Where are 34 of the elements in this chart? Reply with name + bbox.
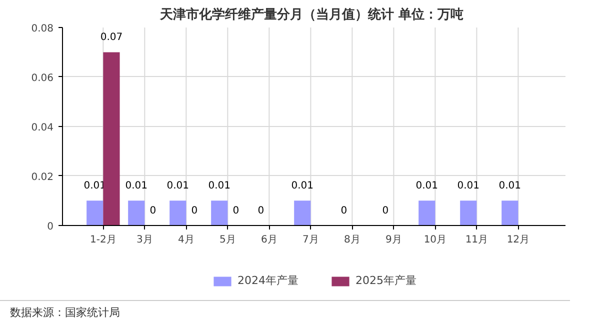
data-label: 0.01 bbox=[291, 180, 314, 192]
x-tick-label: 1-2月 bbox=[90, 234, 116, 246]
data-label: 0 bbox=[150, 205, 156, 216]
data-label: 0.07 bbox=[100, 32, 123, 44]
data-label: 0 bbox=[382, 205, 389, 216]
y-tick-label: 0 bbox=[47, 221, 54, 232]
x-tick-label: 3月 bbox=[136, 234, 153, 246]
chart-title: 天津市化学纤维产量分月（当月值）统计 单位：万吨 bbox=[158, 6, 464, 22]
data-label: 0 bbox=[191, 205, 198, 216]
x-tick-label: 6月 bbox=[260, 234, 278, 246]
legend-label: 2024年产量 bbox=[238, 273, 298, 288]
x-tick-label: 5月 bbox=[219, 234, 236, 246]
x-tick-label: 4月 bbox=[178, 234, 194, 246]
x-tick-label: 11月 bbox=[465, 234, 488, 246]
legend-label: 2025年产量 bbox=[356, 273, 416, 288]
data-label: 0.01 bbox=[416, 180, 438, 192]
y-tick-label: 0.08 bbox=[31, 24, 54, 34]
y-tick-label: 0.06 bbox=[31, 72, 54, 84]
x-tick-label: 7月 bbox=[302, 234, 319, 246]
data-label: 0 bbox=[232, 205, 240, 216]
data-label: 0.01 bbox=[208, 180, 231, 192]
data-label: 0.01 bbox=[125, 180, 148, 192]
x-tick-label: 8月 bbox=[344, 234, 360, 246]
data-label: 0.01 bbox=[457, 180, 480, 192]
x-tick-label: 9月 bbox=[386, 234, 402, 246]
data-label: 0 bbox=[258, 205, 264, 216]
y-tick-label: 0.02 bbox=[31, 172, 54, 183]
data-label: 0 bbox=[340, 205, 348, 216]
y-tick-label: 0.04 bbox=[31, 122, 54, 134]
x-tick-label: 10月 bbox=[424, 234, 447, 246]
data-label: 0.01 bbox=[498, 180, 522, 192]
data-label: 0.01 bbox=[166, 180, 190, 192]
source-note: 数据来源：国家统计局 bbox=[0, 300, 570, 321]
x-tick-label: 12月 bbox=[506, 234, 530, 246]
